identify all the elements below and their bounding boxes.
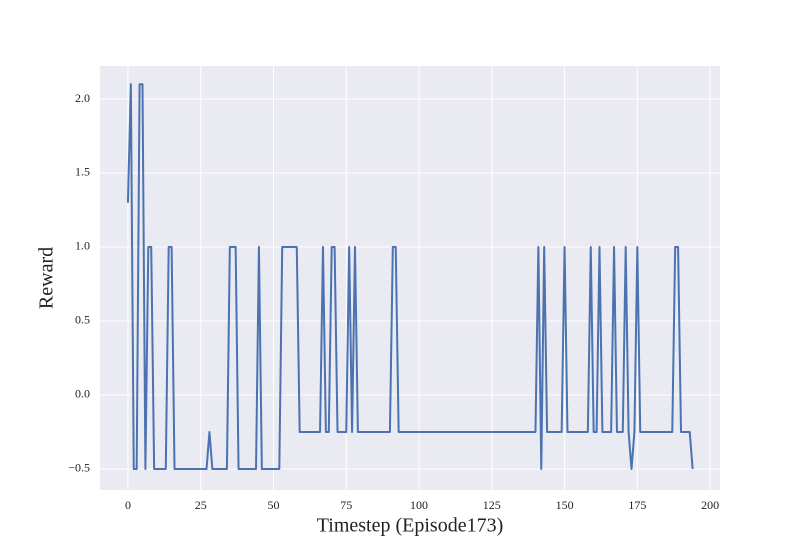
x-tick-label: 200 (701, 498, 719, 512)
line-series (126, 83, 694, 470)
y-tick-label: −0.5 (68, 461, 90, 475)
x-axis-label: Timestep (Episode173) (317, 515, 503, 537)
y-tick-label: 1.5 (75, 165, 90, 179)
x-tick-label: 75 (340, 498, 352, 512)
x-tick-label: 150 (556, 498, 574, 512)
x-tick-label: 100 (410, 498, 428, 512)
x-tick-label: 0 (125, 498, 131, 512)
x-tick-label: 175 (628, 498, 646, 512)
y-tick-label: 0.5 (75, 313, 90, 327)
x-tick-label: 25 (195, 498, 207, 512)
y-tick-label: 1.0 (75, 239, 90, 253)
x-tick-label: 125 (483, 498, 501, 512)
y-tick-label: 0.0 (75, 387, 90, 401)
y-tick-label: 2.0 (75, 91, 90, 105)
x-tick-label: 50 (267, 498, 279, 512)
y-axis-label: Reward (36, 247, 58, 309)
